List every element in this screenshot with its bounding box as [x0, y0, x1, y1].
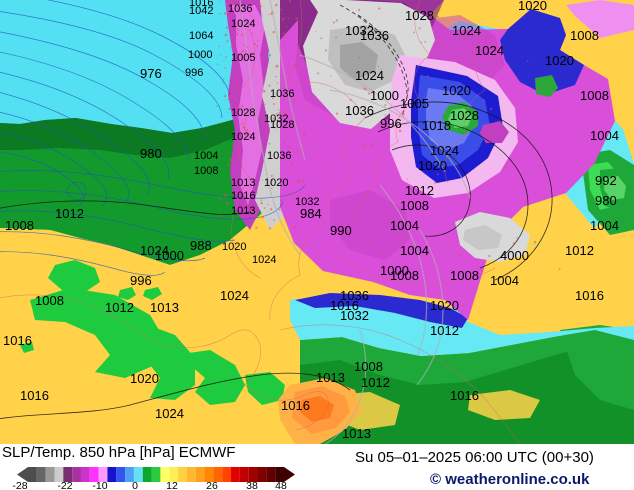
svg-text:1008: 1008 — [570, 28, 599, 43]
svg-text:1000: 1000 — [370, 88, 399, 103]
svg-text:1004: 1004 — [194, 150, 218, 162]
svg-text:1024: 1024 — [355, 68, 384, 83]
svg-text:1032: 1032 — [340, 308, 369, 323]
svg-text:1024: 1024 — [252, 254, 276, 266]
svg-text:1012: 1012 — [105, 300, 134, 315]
svg-text:1020: 1020 — [430, 298, 459, 313]
svg-text:SLP/Temp. 850 hPa [hPa] ECMWF: SLP/Temp. 850 hPa [hPa] ECMWF — [2, 444, 235, 461]
svg-text:1013: 1013 — [316, 370, 345, 385]
svg-text:1024: 1024 — [231, 131, 255, 143]
svg-text:1008: 1008 — [5, 218, 34, 233]
svg-text:1036: 1036 — [270, 88, 294, 100]
svg-text:1016: 1016 — [231, 190, 255, 202]
svg-text:38: 38 — [246, 480, 258, 490]
svg-text:1036: 1036 — [228, 3, 252, 15]
svg-text:4000: 4000 — [500, 248, 529, 263]
svg-text:1004: 1004 — [590, 128, 619, 143]
svg-text:996: 996 — [185, 67, 203, 79]
svg-text:1004: 1004 — [400, 243, 429, 258]
svg-text:1013: 1013 — [231, 205, 255, 217]
svg-text:1020: 1020 — [418, 158, 447, 173]
svg-text:1020: 1020 — [264, 177, 288, 189]
svg-text:1000: 1000 — [380, 263, 409, 278]
svg-text:984: 984 — [300, 206, 322, 221]
svg-text:1024: 1024 — [220, 288, 249, 303]
svg-text:1020: 1020 — [442, 83, 471, 98]
svg-text:1008: 1008 — [35, 293, 64, 308]
svg-text:1028: 1028 — [270, 119, 294, 131]
svg-text:1016: 1016 — [575, 288, 604, 303]
svg-text:1032: 1032 — [295, 196, 319, 208]
svg-text:1016: 1016 — [3, 333, 32, 348]
svg-text:992: 992 — [595, 173, 617, 188]
svg-text:1012: 1012 — [361, 375, 390, 390]
svg-text:1024: 1024 — [155, 406, 184, 421]
svg-text:1020: 1020 — [545, 53, 574, 68]
svg-text:990: 990 — [330, 223, 352, 238]
svg-text:1036: 1036 — [360, 28, 389, 43]
svg-text:1016: 1016 — [20, 388, 49, 403]
svg-text:1036: 1036 — [345, 103, 374, 118]
svg-text:1000: 1000 — [188, 49, 212, 61]
svg-text:1028: 1028 — [450, 108, 479, 123]
svg-text:1012: 1012 — [430, 323, 459, 338]
svg-text:-10: -10 — [92, 480, 107, 490]
svg-text:988: 988 — [190, 238, 212, 253]
svg-text:996: 996 — [130, 273, 152, 288]
svg-text:980: 980 — [140, 146, 162, 161]
svg-text:1018: 1018 — [422, 118, 451, 133]
svg-text:1016: 1016 — [450, 388, 479, 403]
svg-text:1012: 1012 — [55, 206, 84, 221]
svg-text:26: 26 — [206, 480, 218, 490]
svg-text:1004: 1004 — [590, 218, 619, 233]
svg-text:1008: 1008 — [194, 165, 218, 177]
svg-text:1024: 1024 — [231, 18, 255, 30]
svg-text:1064: 1064 — [189, 30, 213, 42]
svg-text:1020: 1020 — [518, 0, 547, 13]
svg-text:1024: 1024 — [475, 43, 504, 58]
svg-text:1013: 1013 — [231, 177, 255, 189]
svg-text:© weatheronline.co.uk: © weatheronline.co.uk — [430, 471, 590, 488]
svg-text:1008: 1008 — [354, 359, 383, 374]
svg-text:1012: 1012 — [405, 183, 434, 198]
svg-text:1028: 1028 — [231, 107, 255, 119]
svg-text:1013: 1013 — [150, 300, 179, 315]
svg-text:996: 996 — [380, 116, 402, 131]
svg-text:1028: 1028 — [405, 8, 434, 23]
svg-text:-28: -28 — [12, 480, 27, 490]
svg-text:1004: 1004 — [490, 273, 519, 288]
svg-text:12: 12 — [166, 480, 178, 490]
svg-text:1005: 1005 — [400, 96, 429, 111]
svg-text:1004: 1004 — [390, 218, 419, 233]
svg-text:1013: 1013 — [342, 426, 371, 441]
svg-text:1024: 1024 — [452, 23, 481, 38]
svg-text:1008: 1008 — [450, 268, 479, 283]
svg-text:1008: 1008 — [400, 198, 429, 213]
svg-text:1036: 1036 — [340, 288, 369, 303]
svg-text:1036: 1036 — [267, 150, 291, 162]
svg-text:-22: -22 — [57, 480, 72, 490]
svg-text:Su 05–01–2025 06:00 UTC (00+30: Su 05–01–2025 06:00 UTC (00+30) — [355, 449, 594, 466]
svg-text:1020: 1020 — [222, 241, 246, 253]
svg-text:980: 980 — [595, 193, 617, 208]
svg-text:1024: 1024 — [430, 143, 459, 158]
svg-text:976: 976 — [140, 66, 162, 81]
svg-text:1008: 1008 — [580, 88, 609, 103]
svg-text:48: 48 — [275, 480, 287, 490]
svg-text:1020: 1020 — [130, 371, 159, 386]
svg-text:1024: 1024 — [140, 243, 169, 258]
svg-text:1042: 1042 — [189, 5, 213, 17]
svg-text:1016: 1016 — [281, 398, 310, 413]
svg-text:0: 0 — [132, 480, 138, 490]
svg-text:1012: 1012 — [565, 243, 594, 258]
svg-text:1005: 1005 — [231, 52, 255, 64]
